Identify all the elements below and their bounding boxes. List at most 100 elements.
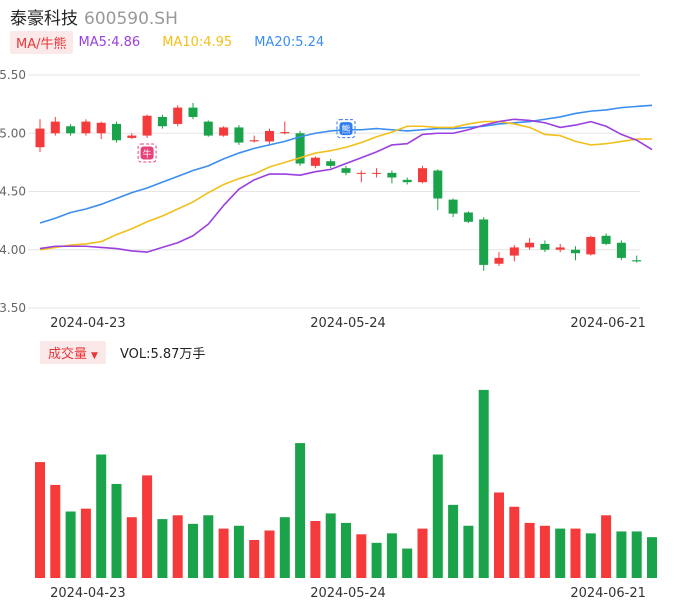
candle[interactable]: [616, 240, 626, 261]
candle[interactable]: [219, 126, 229, 137]
candle-body: [203, 121, 213, 136]
volume-indicator-dropdown[interactable]: 成交量 ▼: [40, 340, 106, 364]
candle[interactable]: [96, 121, 106, 140]
volume-bar[interactable]: [264, 530, 275, 579]
candle[interactable]: [341, 165, 351, 176]
price-tick-label: 3.50: [0, 301, 26, 315]
candle[interactable]: [203, 120, 213, 137]
volume-bar[interactable]: [371, 542, 382, 578]
ma-legend: MA/牛熊 MA5:4.86 MA10:4.95 MA20:5.24: [10, 30, 346, 54]
volume-bar[interactable]: [96, 454, 107, 579]
candle-body: [433, 170, 443, 199]
bull-marker-icon[interactable]: 牛: [137, 143, 157, 163]
volume-bar[interactable]: [478, 389, 489, 578]
volume-bar[interactable]: [417, 528, 428, 578]
candle[interactable]: [433, 169, 443, 211]
candle-body: [295, 133, 305, 164]
candle[interactable]: [249, 135, 259, 143]
candle-body: [341, 168, 351, 173]
candle[interactable]: [127, 133, 137, 140]
candle[interactable]: [310, 156, 320, 169]
candle[interactable]: [35, 119, 45, 152]
volume-bar[interactable]: [524, 522, 535, 578]
volume-bar[interactable]: [448, 504, 459, 578]
volume-bar[interactable]: [325, 513, 336, 578]
candle-body: [81, 121, 91, 134]
candle[interactable]: [509, 245, 519, 262]
volume-bar[interactable]: [80, 508, 91, 578]
candle[interactable]: [571, 246, 580, 261]
candle[interactable]: [234, 125, 244, 145]
candle[interactable]: [157, 114, 167, 129]
volume-bar[interactable]: [509, 506, 520, 578]
volume-bar[interactable]: [35, 462, 45, 578]
volume-bar[interactable]: [647, 537, 657, 578]
candle[interactable]: [265, 128, 274, 144]
candle[interactable]: [479, 217, 489, 271]
candle[interactable]: [540, 240, 550, 253]
volume-bar[interactable]: [295, 443, 306, 578]
volume-bar[interactable]: [341, 522, 351, 578]
volume-bar[interactable]: [601, 515, 612, 578]
volume-bar[interactable]: [172, 515, 183, 578]
volume-bar[interactable]: [218, 528, 229, 578]
volume-bar[interactable]: [494, 492, 504, 579]
candle[interactable]: [525, 238, 535, 250]
volume-bar[interactable]: [203, 515, 214, 578]
volume-bar[interactable]: [249, 540, 260, 578]
candle[interactable]: [142, 114, 152, 138]
candle[interactable]: [280, 121, 290, 135]
volume-bar[interactable]: [279, 517, 290, 578]
volume-bar[interactable]: [616, 531, 627, 578]
volume-bar[interactable]: [555, 528, 566, 578]
candle[interactable]: [188, 102, 198, 120]
volume-bar[interactable]: [356, 534, 367, 578]
volume-bar[interactable]: [142, 475, 153, 578]
candle[interactable]: [448, 198, 458, 218]
candle[interactable]: [81, 119, 91, 136]
volume-bar[interactable]: [585, 533, 596, 578]
price-axis-labels: 5.50 5.00 4.50 4.00 3.50: [0, 68, 26, 315]
volume-bar[interactable]: [50, 484, 61, 578]
volume-bar[interactable]: [157, 519, 168, 578]
volume-bar[interactable]: [631, 531, 642, 578]
marker-badge: [339, 122, 353, 136]
candle[interactable]: [387, 170, 397, 184]
volume-legend: 成交量 ▼ VOL:5.87万手: [40, 340, 205, 364]
bear-marker-icon[interactable]: 熊: [336, 119, 356, 139]
candle[interactable]: [463, 211, 473, 223]
volume-bar[interactable]: [386, 533, 397, 578]
candle[interactable]: [601, 233, 611, 246]
volume-bar[interactable]: [65, 511, 76, 579]
candle[interactable]: [326, 158, 336, 169]
volume-bar[interactable]: [432, 454, 443, 579]
candle[interactable]: [112, 121, 121, 143]
volume-bar[interactable]: [463, 525, 474, 578]
volume-bar[interactable]: [233, 525, 244, 578]
candle[interactable]: [418, 165, 427, 184]
candle[interactable]: [50, 116, 60, 136]
marker-glyph: 牛: [143, 148, 152, 160]
volume-bar[interactable]: [570, 528, 581, 578]
candle-body: [35, 128, 45, 148]
candle[interactable]: [372, 168, 382, 178]
candle[interactable]: [586, 235, 596, 256]
candle-body: [112, 123, 121, 141]
candle[interactable]: [494, 252, 504, 267]
ma10-legend: MA10:4.95: [162, 34, 233, 50]
marker-badge: [140, 146, 154, 160]
volume-bar[interactable]: [310, 521, 321, 578]
candle[interactable]: [632, 255, 642, 263]
volume-bar[interactable]: [539, 525, 550, 578]
candle[interactable]: [66, 123, 76, 136]
volume-bar[interactable]: [188, 523, 198, 578]
volume-bar[interactable]: [402, 548, 413, 578]
volume-bar[interactable]: [111, 483, 122, 578]
candle[interactable]: [555, 243, 565, 253]
candle[interactable]: [356, 170, 366, 183]
volume-bar[interactable]: [126, 517, 137, 578]
candle[interactable]: [402, 177, 412, 185]
ma-toggle-button[interactable]: MA/牛熊: [10, 30, 73, 54]
candle[interactable]: [173, 105, 183, 127]
